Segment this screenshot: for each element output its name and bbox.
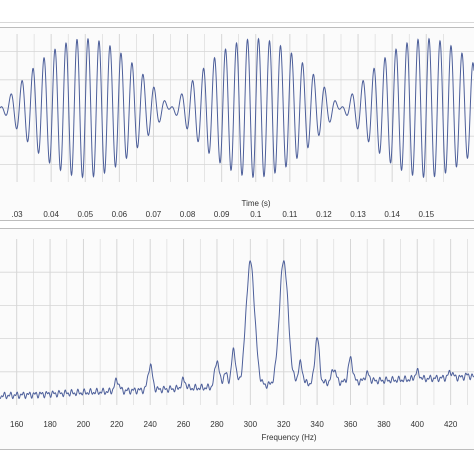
freq-tick-label: 320 [277,420,291,429]
time-tick-label: 0.11 [282,210,298,219]
time-tick-label: 0.14 [384,210,400,219]
time-tick-label: 0.08 [180,210,196,219]
time-domain-chart: .03 0.04 0.05 0.06 0.07 0.08 0.09 0.1 0.11 0.12 0.… [0,34,474,219]
time-tick-label: 0.1 [250,210,262,219]
freq-tick-label: 380 [377,420,391,429]
freq-tick-label: 240 [144,420,158,429]
freq-tick-label: 220 [110,420,124,429]
freq-tick-label: 400 [411,420,425,429]
time-axis-title: Time (s) [241,199,270,208]
frequency-domain-chart: 160 180 200 220 240 260 280 300 320 340 360 380 400 4… [0,239,474,442]
freq-tick-label: 200 [77,420,91,429]
window-top-strip [0,0,474,23]
freq-tick-label: 340 [310,420,324,429]
frequency-axis-title: Frequency (Hz) [261,433,316,442]
time-series-line [0,37,474,179]
frequency-grid [0,239,474,405]
freq-tick-label: 360 [344,420,358,429]
time-tick-label: 0.09 [214,210,230,219]
time-tick-label: 0.13 [350,210,366,219]
frequency-domain-panel: 160 180 200 220 240 260 280 300 320 340 360 380 400 4… [0,228,474,450]
freq-tick-label: 280 [210,420,224,429]
time-domain-panel: .03 0.04 0.05 0.06 0.07 0.08 0.09 0.1 0.11 0.12 0.… [0,27,474,221]
freq-tick-label: 420 [444,420,458,429]
spectrum-line [0,260,474,400]
time-axis-ticks: .03 0.04 0.05 0.06 0.07 0.08 0.09 0.1 0.11 0.12 0.… [11,210,434,219]
freq-tick-label: 160 [10,420,24,429]
time-tick-label: .03 [11,210,23,219]
frequency-axis-ticks: 160 180 200 220 240 260 280 300 320 340 360 380 400 4… [10,420,458,429]
time-tick-label: 0.05 [77,210,93,219]
freq-tick-label: 260 [177,420,191,429]
freq-tick-label: 300 [244,420,258,429]
time-tick-label: 0.07 [146,210,162,219]
time-tick-label: 0.15 [418,210,434,219]
freq-tick-label: 180 [43,420,57,429]
time-tick-label: 0.04 [43,210,59,219]
time-tick-label: 0.06 [112,210,128,219]
time-tick-label: 0.12 [316,210,332,219]
